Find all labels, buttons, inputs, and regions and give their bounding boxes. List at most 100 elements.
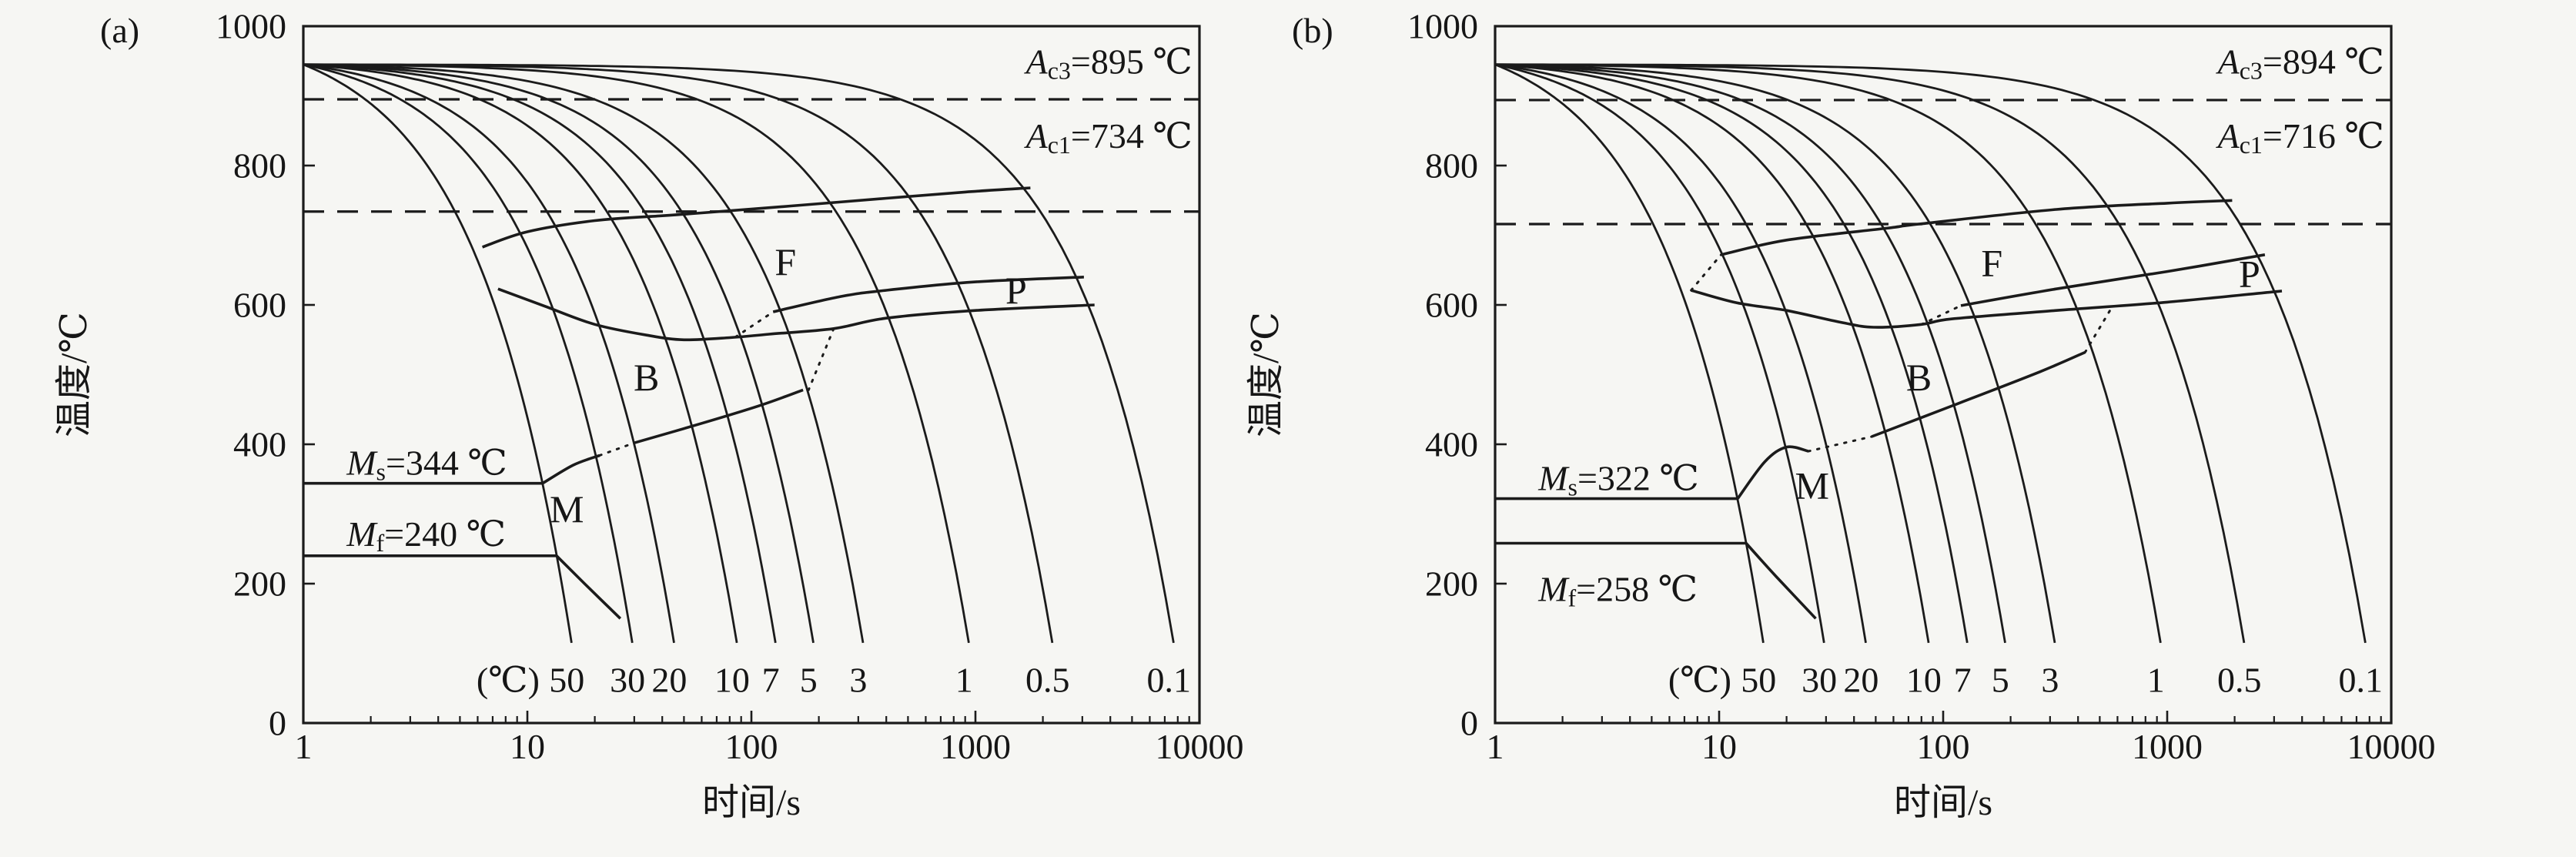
x-tick-label: 10 — [510, 727, 545, 766]
pearlite-bainite-finish-dotted-connector — [807, 327, 835, 391]
phase-label-P: P — [1005, 269, 1027, 312]
cooling-curve-50 — [1494, 63, 1765, 644]
cooling-rate-label-3: 3 — [2041, 660, 2059, 699]
x-tick-label: 1000 — [940, 727, 1011, 766]
cooling-rate-label-0p5: 0.5 — [1025, 660, 1070, 699]
x-tick-label: 100 — [725, 727, 778, 766]
cooling-curve-10 — [1494, 63, 1930, 644]
cooling-rate-label-0p5: 0.5 — [2217, 660, 2262, 699]
x-axis-title: 时间/s — [702, 782, 801, 823]
cooling-rate-unit-label: (℃) — [477, 660, 540, 699]
cooling-curve-3 — [1494, 63, 2056, 644]
cooling-rate-label-0p1: 0.1 — [1146, 660, 1191, 699]
y-tick-label: 1000 — [1407, 7, 1478, 46]
x-tick-label: 10000 — [1156, 727, 1244, 766]
phase-label-B: B — [1906, 356, 1932, 399]
x-axis-title: 时间/s — [1894, 782, 1992, 823]
cooling-rate-label-50: 50 — [1741, 660, 1776, 699]
cooling-rate-label-10: 10 — [714, 660, 750, 699]
cooling-curve-5 — [1494, 63, 2006, 644]
phase-label-B: B — [634, 356, 659, 399]
cooling-curve-7 — [303, 63, 777, 644]
ac3-annotation: Ac3=895 ℃ — [1024, 42, 1193, 85]
cooling-curve-5 — [303, 63, 815, 644]
cooling-rate-label-50: 50 — [549, 660, 584, 699]
ac3-annotation: Ac3=894 ℃ — [2216, 42, 2384, 85]
y-axis-title: 温度/℃ — [54, 312, 95, 437]
phase-label-M: M — [550, 487, 584, 531]
y-tick-label: 400 — [1425, 425, 1478, 464]
bainite-pearlite-start-dotted-connector — [1920, 304, 1962, 326]
y-tick-label: 600 — [233, 286, 286, 325]
cooling-curve-50 — [303, 63, 573, 644]
cooling-curve-0p1 — [303, 63, 1175, 644]
phase-label-F: F — [774, 240, 796, 283]
y-tick-label: 800 — [233, 146, 286, 186]
x-tick-label: 10 — [1701, 727, 1737, 766]
y-tick-label: 0 — [269, 704, 286, 743]
cooling-curve-3 — [303, 63, 865, 644]
bainite-finish-line-lower — [541, 454, 601, 485]
bainite-finish-line-upper — [1871, 350, 2086, 438]
cooling-rate-unit-label: (℃) — [1668, 660, 1731, 699]
panel-a: 1 10 100 1000 10000 0 200 400 600 800 1000 时间/s 温度/℃… — [54, 7, 1244, 824]
cooling-rate-label-10: 10 — [1906, 660, 1942, 699]
cooling-rate-label-3: 3 — [849, 660, 867, 699]
y-tick-label: 600 — [1425, 286, 1478, 325]
cooling-curve-20 — [303, 63, 675, 644]
cooling-rate-label-5: 5 — [800, 660, 818, 699]
pearlite-bainite-finish-dotted-connector — [2083, 307, 2113, 354]
cooling-curve-10 — [303, 63, 738, 644]
martensite-finish-slant — [1745, 542, 1817, 620]
ferrite-tip-dotted-connector — [1690, 253, 1722, 292]
panel-label: (a) — [100, 11, 139, 50]
cooling-rate-label-30: 30 — [610, 660, 645, 699]
cooling-rate-label-20: 20 — [1843, 660, 1878, 699]
ms-annotation: Ms=344 ℃ — [346, 443, 507, 486]
bainite-finish-dotted-gap — [1807, 435, 1873, 453]
bainite-pearlite-start-dotted-connector — [734, 310, 774, 339]
bainite-finish-line-upper — [634, 388, 804, 444]
cooling-curve-30 — [303, 63, 634, 644]
panel-b: 1 10 100 1000 10000 0 200 400 600 800 1000 时间/s 温度/℃… — [1246, 7, 2436, 824]
bainite-start-pearlite-finish-line — [497, 287, 1095, 342]
bainite-finish-line-lower — [1736, 445, 1809, 500]
ferrite-start-line — [482, 186, 1031, 249]
phase-label-P: P — [2239, 252, 2260, 295]
bainite-finish-dotted-gap — [598, 441, 636, 457]
panel-label: (b) — [1292, 11, 1333, 50]
pearlite-start-line — [1960, 253, 2266, 307]
cooling-rate-label-20: 20 — [651, 660, 687, 699]
cooling-rate-label-30: 30 — [1802, 660, 1837, 699]
y-tick-label: 200 — [1425, 564, 1478, 604]
ac1-annotation: Ac1=716 ℃ — [2216, 116, 2384, 159]
y-tick-label: 1000 — [216, 7, 286, 46]
phase-label-F: F — [1981, 242, 2002, 285]
martensite-finish-slant — [555, 554, 622, 620]
x-tick-label: 100 — [1917, 727, 1970, 766]
x-tick-label: 1000 — [2132, 727, 2203, 766]
cooling-curve-7 — [1494, 63, 1969, 644]
x-tick-label: 1 — [1487, 727, 1504, 766]
cooling-rate-label-1: 1 — [2147, 660, 2165, 699]
y-tick-label: 0 — [1460, 704, 1478, 743]
y-tick-label: 200 — [233, 564, 286, 604]
mf-annotation: Mf=240 ℃ — [346, 514, 506, 557]
x-tick-label: 1 — [295, 727, 313, 766]
cooling-rate-label-7: 7 — [1954, 660, 1972, 699]
cooling-rate-label-5: 5 — [1992, 660, 2009, 699]
cooling-rate-label-1: 1 — [955, 660, 973, 699]
cooling-curve-20 — [1494, 63, 1867, 644]
cooling-curve-30 — [1494, 63, 1825, 644]
y-tick-label: 800 — [1425, 146, 1478, 186]
x-tick-label: 10000 — [2347, 727, 2436, 766]
ms-annotation: Ms=322 ℃ — [1537, 458, 1699, 501]
cooling-curve-0p1 — [1495, 63, 2367, 644]
phase-label-M: M — [1795, 464, 1829, 507]
cooling-rate-label-7: 7 — [762, 660, 780, 699]
ferrite-start-line — [1721, 199, 2233, 256]
mf-annotation: Mf=258 ℃ — [1537, 569, 1698, 612]
y-axis-title: 温度/℃ — [1246, 312, 1286, 437]
